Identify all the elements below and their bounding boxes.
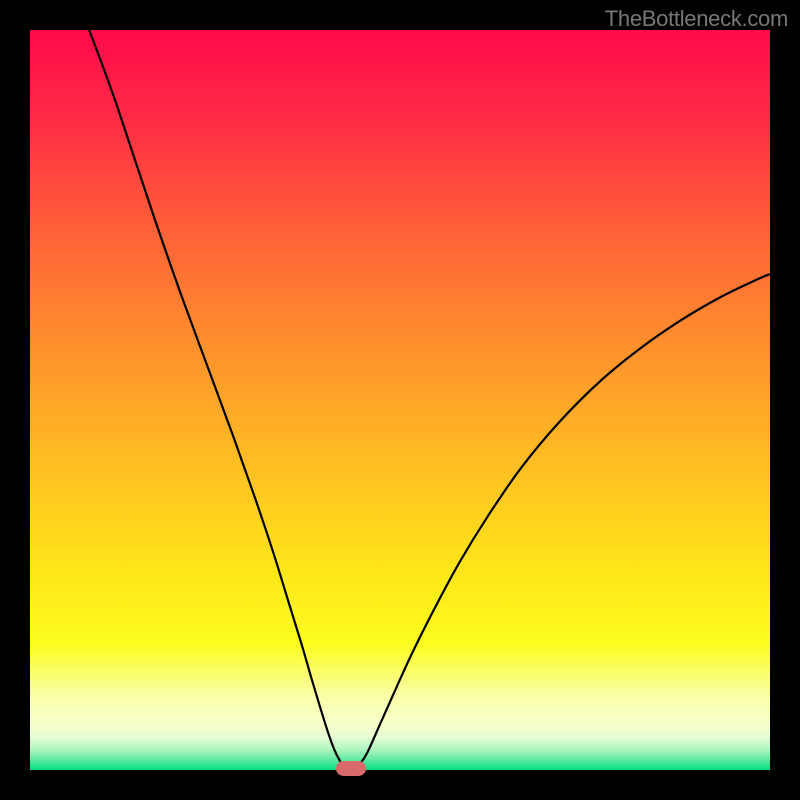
curve-svg [0,0,800,800]
attribution-text: TheBottleneck.com [605,6,788,32]
bottleneck-curve [89,30,770,770]
minimum-marker [336,761,366,775]
